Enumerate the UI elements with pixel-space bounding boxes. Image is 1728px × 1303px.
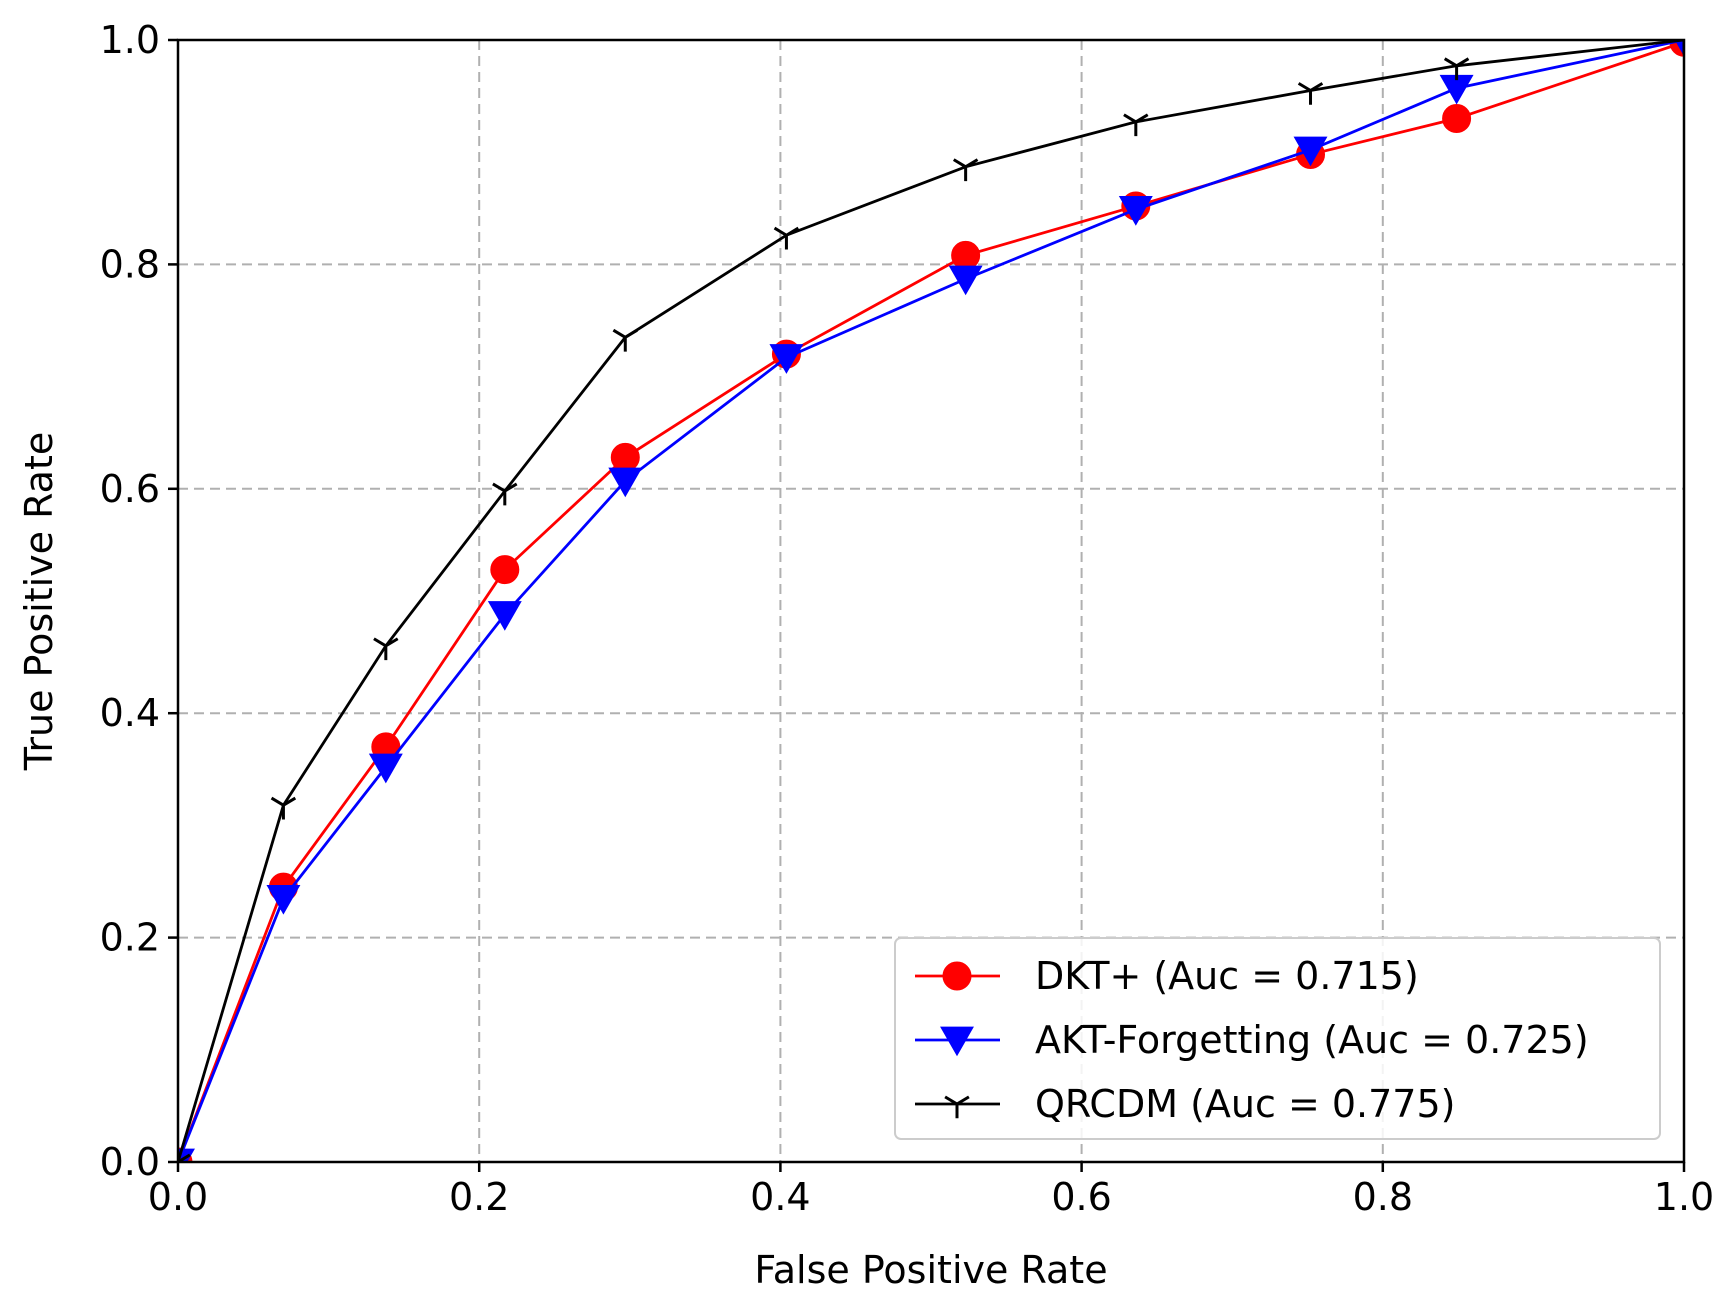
- x-tick-label: 0.4: [750, 1175, 810, 1219]
- data-point-triangle: [1293, 136, 1328, 167]
- data-point-tri: [270, 796, 297, 820]
- data-point-tri: [773, 226, 800, 250]
- y-axis-label: True Positive Rate: [17, 432, 61, 772]
- data-point-tri: [612, 328, 638, 352]
- legend-label: QRCDM (Auc = 0.775): [1035, 1082, 1456, 1126]
- legend: DKT+ (Auc = 0.715) AKT-Forgetting (Auc = …: [894, 937, 1661, 1140]
- data-point-triangle: [940, 1026, 974, 1057]
- data-point-triangle: [1118, 196, 1153, 226]
- data-point-circle: [1442, 104, 1472, 134]
- data-point-triangle: [266, 884, 301, 915]
- y-tick-label: 1.0: [100, 18, 160, 62]
- y-tick-label: 0.2: [100, 916, 160, 960]
- x-tick-label: 0.0: [148, 1175, 208, 1219]
- legend-box: [894, 937, 1661, 1140]
- legend-label: AKT-Forgetting (Auc = 0.725): [1035, 1018, 1589, 1062]
- data-point-triangle: [368, 753, 403, 784]
- legend-entry: AKT-Forgetting (Auc = 0.725): [915, 1018, 1589, 1062]
- x-axis-label: False Positive Rate: [754, 1248, 1107, 1292]
- data-point-triangle: [769, 344, 804, 374]
- y-tick-label: 0.8: [100, 242, 160, 286]
- x-tick-label: 0.6: [1051, 1175, 1111, 1219]
- data-point-triangle: [608, 467, 643, 498]
- x-tick-label: 0.2: [449, 1175, 509, 1219]
- y-tick-label: 0.0: [100, 1140, 160, 1184]
- data-point-tri: [492, 482, 518, 506]
- x-tick-label: 1.0: [1654, 1175, 1714, 1219]
- legend-entry: DKT+ (Auc = 0.715): [915, 954, 1419, 998]
- series-2: [178, 40, 1684, 1162]
- x-tick-label: 0.8: [1353, 1175, 1413, 1219]
- data-point-triangle: [487, 601, 522, 631]
- ticks: 0.0 0.2 0.4 0.6 0.8 1.0 0.0 0.2 0.4 0.6 0.8 1.0: [100, 18, 1715, 1219]
- data-point-circle: [490, 555, 520, 585]
- legend-entry: QRCDM (Auc = 0.775): [915, 1082, 1456, 1126]
- legend-label: DKT+ (Auc = 0.715): [1035, 954, 1419, 998]
- y-tick-label: 0.6: [100, 467, 160, 511]
- y-tick-label: 0.4: [100, 691, 160, 735]
- data-point-tri: [944, 1095, 970, 1119]
- data-point-tri: [952, 158, 979, 182]
- data-point-circle: [942, 961, 972, 991]
- data-point-tri: [373, 637, 399, 661]
- data-point-triangle: [948, 265, 983, 296]
- series-layer: [178, 40, 1684, 1162]
- plot-frame: [176, 38, 1686, 1164]
- data-point-tri: [1123, 113, 1149, 137]
- data-point-circle: [610, 442, 640, 472]
- data-point-circle: [951, 240, 981, 270]
- data-point-tri: [1443, 57, 1470, 81]
- data-point-tri: [1297, 82, 1324, 105]
